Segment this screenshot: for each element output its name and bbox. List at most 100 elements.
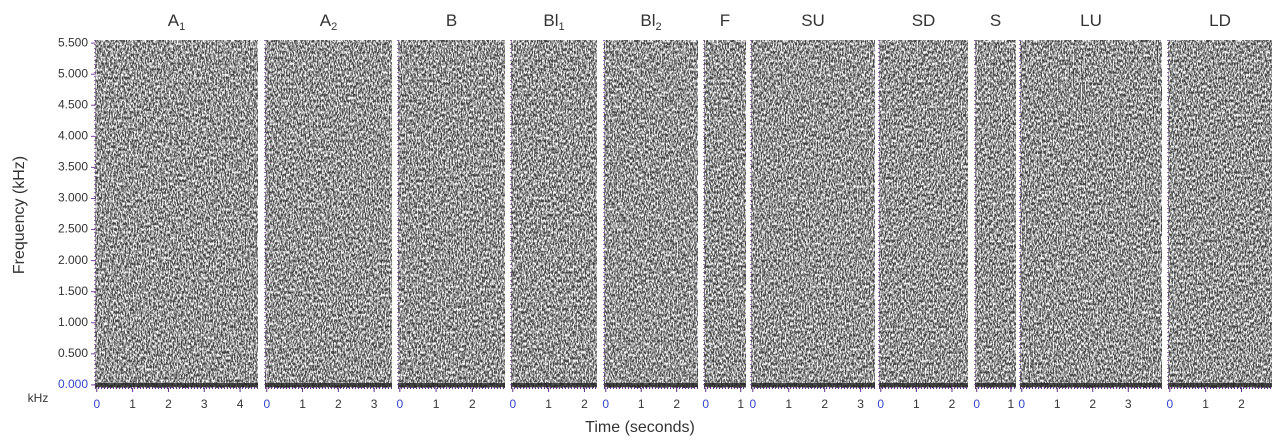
- panel-title-subscript: 2: [656, 21, 662, 33]
- y-tick-label: 5.500: [58, 35, 88, 49]
- x-tick-label: 1: [737, 397, 744, 411]
- y-tick-label: 2.000: [58, 253, 88, 267]
- baseline-band: [511, 383, 597, 387]
- spectrogram-texture: [95, 40, 258, 388]
- baseline-band: [95, 383, 258, 387]
- baseline-band: [1168, 383, 1272, 387]
- panel-title-subscript: 2: [331, 21, 337, 33]
- x-tick-label: 3: [857, 397, 864, 411]
- x-tick-label: 4: [237, 397, 244, 411]
- x-tick-label: 2: [469, 397, 476, 411]
- panel-title: SD: [912, 11, 936, 30]
- x-tick-label: 1: [433, 397, 440, 411]
- panel-title-text: S: [990, 11, 1001, 30]
- panel-title-text: Bl: [543, 11, 558, 30]
- x-tick-label: 0: [749, 397, 756, 411]
- x-tick-label: 0: [877, 397, 884, 411]
- panel-title-subscript: 1: [559, 21, 565, 33]
- spectrogram-texture: [1020, 40, 1162, 388]
- y-tick-label: 3.500: [58, 160, 88, 174]
- panel-title: B: [446, 11, 457, 30]
- x-tick-label: 2: [1238, 397, 1245, 411]
- x-tick-label: 2: [821, 397, 828, 411]
- baseline-band: [751, 383, 875, 387]
- panel-title-text: SU: [801, 11, 825, 30]
- x-tick-label: 1: [1008, 397, 1015, 411]
- spectrogram-texture: [704, 40, 746, 388]
- panel-title: A1: [168, 11, 185, 32]
- x-tick-label: 0: [1166, 397, 1173, 411]
- x-tick-label: 0: [396, 397, 403, 411]
- spectrogram-texture: [604, 40, 698, 388]
- x-tick-label: 1: [1054, 397, 1061, 411]
- spectrogram-panel: [510, 40, 597, 389]
- panel-title-text: Bl: [640, 11, 655, 30]
- baseline-band: [398, 383, 505, 387]
- y-tick-label: 1.000: [58, 315, 88, 329]
- y-tick-label: 2.500: [58, 222, 88, 236]
- baseline-band: [975, 383, 1016, 387]
- x-tick-label: 1: [638, 397, 645, 411]
- baseline-band: [604, 383, 698, 387]
- panel-title-text: A: [320, 11, 332, 30]
- spectrogram-panel: [94, 40, 258, 389]
- spectrogram-panel: [1167, 40, 1272, 389]
- x-tick-label: 1: [785, 397, 792, 411]
- y-tick-label: 0.000: [58, 377, 88, 391]
- spectrogram-texture: [751, 40, 875, 388]
- panel-title-subscript: 1: [179, 21, 185, 33]
- y-tick-label: 4.500: [58, 97, 88, 111]
- y-tick-label: 3.000: [58, 191, 88, 205]
- spectrogram-texture: [265, 40, 392, 388]
- spectrogram-texture: [879, 40, 968, 388]
- y-tick-label: 4.000: [58, 128, 88, 142]
- baseline-band: [704, 383, 746, 387]
- y-tick-label: 0.500: [58, 346, 88, 360]
- spectrogram-panel: [703, 40, 746, 389]
- x-tick-label: 0: [973, 397, 980, 411]
- panel-title: SU: [801, 11, 825, 30]
- x-tick-label: 3: [371, 397, 378, 411]
- panel-title-text: B: [446, 11, 457, 30]
- panel-title: A2: [320, 11, 337, 32]
- spectrogram-panel: [750, 40, 875, 389]
- spectrogram-texture: [975, 40, 1016, 388]
- x-tick-label: 3: [1125, 397, 1132, 411]
- x-tick-label: 1: [913, 397, 920, 411]
- panel-title-text: A: [168, 11, 180, 30]
- spectrogram-texture: [398, 40, 505, 388]
- spectrogram-panel: [397, 40, 505, 389]
- spectrogram-texture: [511, 40, 597, 388]
- x-tick-label: 1: [1202, 397, 1209, 411]
- y-axis-label: Frequency (kHz): [11, 156, 28, 274]
- x-tick-label: 1: [299, 397, 306, 411]
- x-tick-label: 0: [509, 397, 516, 411]
- panel-title: LD: [1209, 11, 1231, 30]
- x-tick-label: 0: [1018, 397, 1025, 411]
- spectrogram-panel: [974, 40, 1016, 389]
- baseline-band: [265, 383, 392, 387]
- baseline-band: [1020, 383, 1162, 387]
- panel-title: LU: [1080, 11, 1102, 30]
- y-tick-label: 1.500: [58, 284, 88, 298]
- x-tick-label: 2: [1089, 397, 1096, 411]
- x-axis-label: Time (seconds): [585, 419, 695, 436]
- spectrogram-panel: [878, 40, 968, 389]
- x-tick-label: 2: [673, 397, 680, 411]
- panel-title: Bl1: [543, 11, 564, 32]
- panel-title-text: LD: [1209, 11, 1231, 30]
- x-tick-label: 2: [335, 397, 342, 411]
- baseline-band: [879, 383, 968, 387]
- x-tick-label: 2: [949, 397, 956, 411]
- spectrogram-panel: [603, 40, 698, 389]
- panel-title: Bl2: [640, 11, 661, 32]
- x-tick-label: 2: [581, 397, 588, 411]
- x-tick-label: 0: [93, 397, 100, 411]
- spectrogram-panel: [1019, 40, 1162, 389]
- x-tick-label: 3: [201, 397, 208, 411]
- x-tick-label: 1: [545, 397, 552, 411]
- panel-title: S: [990, 11, 1001, 30]
- panel-title: F: [720, 11, 730, 30]
- panel-title-text: F: [720, 11, 730, 30]
